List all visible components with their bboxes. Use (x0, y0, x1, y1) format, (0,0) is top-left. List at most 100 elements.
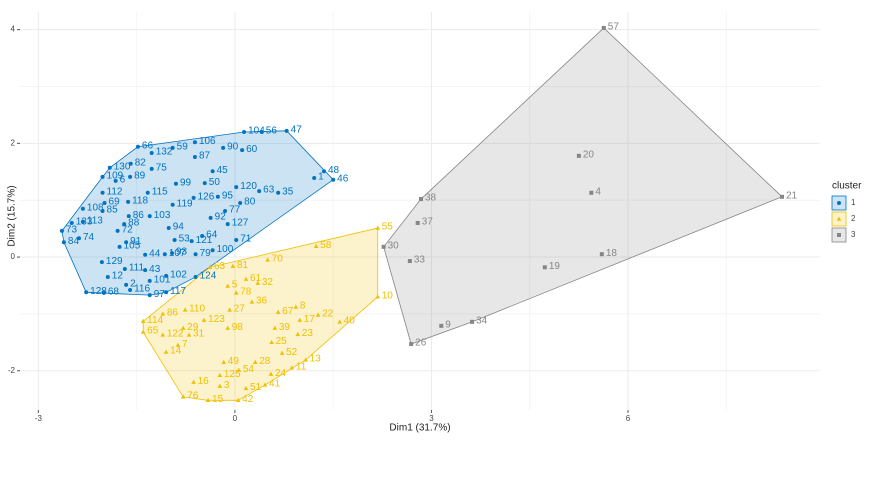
legend-label: 1 (851, 198, 856, 207)
point-label: 104 (248, 126, 265, 137)
point-label: 36 (256, 296, 268, 307)
point-label: 81 (237, 260, 249, 271)
point-label: 51 (250, 382, 262, 393)
point (234, 237, 239, 242)
point-label: 39 (279, 322, 291, 333)
point (126, 214, 131, 219)
point-label: 48 (328, 165, 340, 176)
point-label: 18 (606, 248, 618, 259)
point-label: 121 (196, 235, 213, 246)
point (265, 257, 270, 262)
point (779, 194, 784, 199)
point (140, 318, 146, 324)
point (113, 178, 118, 183)
legend-symbol (837, 201, 841, 205)
point (236, 367, 242, 372)
point (147, 214, 152, 219)
point-label: 88 (128, 218, 140, 229)
point-label: 20 (583, 149, 595, 160)
point (268, 371, 274, 376)
point (210, 169, 215, 174)
point (276, 190, 281, 195)
point-label: 66 (142, 140, 154, 151)
point-label: 31 (193, 329, 205, 340)
point-label: 98 (232, 322, 244, 333)
point-label: 91 (130, 236, 142, 247)
point-label: 52 (286, 347, 298, 358)
legend-symbol (836, 216, 842, 221)
point (192, 140, 197, 145)
point-label: 79 (200, 248, 212, 259)
point (143, 268, 148, 273)
point (100, 190, 105, 195)
point (259, 129, 264, 134)
point (331, 177, 336, 182)
point (182, 307, 188, 312)
point (409, 342, 414, 347)
point (200, 234, 205, 239)
point (170, 251, 175, 256)
point-label: 59 (177, 142, 189, 153)
point-label: 71 (240, 234, 252, 245)
point-label: 9 (445, 319, 451, 330)
point (180, 394, 186, 399)
point-label: 76 (187, 391, 199, 402)
point (589, 190, 594, 195)
point-label: 24 (275, 368, 287, 379)
point-label: 109 (107, 171, 124, 182)
y-tick-label: 4 (11, 25, 16, 34)
point (207, 264, 213, 269)
point-label: 47 (291, 124, 303, 135)
point (375, 225, 381, 230)
point (147, 278, 152, 283)
point (80, 206, 85, 211)
point-label: 27 (234, 304, 246, 315)
point-label: 74 (83, 232, 95, 243)
point (542, 265, 547, 270)
legend-symbol (837, 233, 841, 237)
point (217, 383, 223, 388)
point-label: 86 (167, 308, 179, 319)
point (225, 222, 230, 227)
point (145, 190, 150, 195)
point (115, 228, 120, 233)
point-label: 57 (608, 22, 620, 33)
point (225, 325, 230, 330)
point-label: 78 (240, 287, 252, 298)
point-label: 94 (173, 222, 185, 233)
point-label: 107 (169, 248, 186, 259)
point-label: 54 (243, 364, 255, 375)
point-label: 7 (182, 339, 188, 350)
point (166, 226, 171, 231)
point-label: 85 (107, 205, 119, 216)
point (303, 357, 308, 362)
point-label: 19 (549, 261, 561, 272)
point (407, 259, 412, 264)
point (101, 290, 106, 295)
x-axis-title: Dim1 (31.7%) (389, 423, 450, 434)
point-label: 14 (170, 346, 182, 357)
point (234, 185, 239, 190)
point (122, 266, 127, 271)
point-label: 10 (382, 290, 394, 301)
point (186, 332, 192, 337)
point (293, 304, 299, 309)
point (297, 317, 303, 322)
point (312, 176, 317, 181)
point (221, 359, 227, 364)
point (315, 312, 321, 317)
point (295, 331, 301, 337)
point-label: 26 (415, 338, 427, 349)
point-label: 82 (135, 157, 147, 168)
point (69, 220, 74, 225)
point-label: 53 (179, 234, 191, 245)
point-label: 133 (76, 217, 93, 228)
point-label: 132 (156, 147, 173, 158)
point (160, 332, 166, 337)
point (126, 199, 131, 204)
point-label: 23 (302, 328, 314, 339)
point-label: 49 (228, 356, 240, 367)
legend-title: cluster (832, 181, 862, 192)
point-label: 87 (199, 151, 211, 162)
point-label: 56 (266, 126, 278, 137)
